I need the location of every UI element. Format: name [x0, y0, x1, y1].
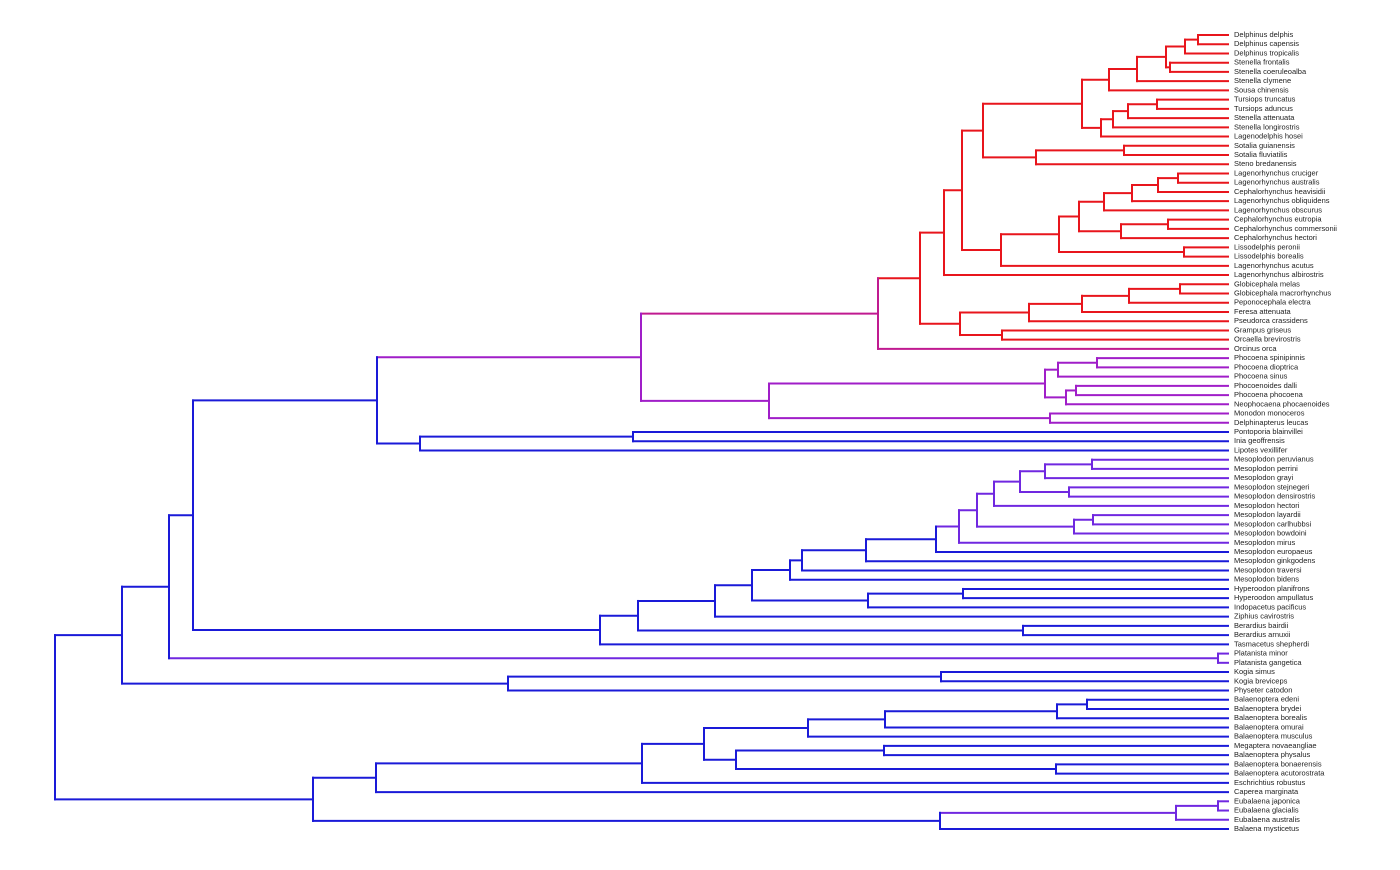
leaf-label: Berardius bairdii: [1234, 621, 1289, 630]
leaf-label: Megaptera novaeangliae: [1234, 741, 1317, 750]
leaf-label: Hyperoodon ampullatus: [1234, 593, 1313, 602]
leaf-label: Pontoporia blainvillei: [1234, 427, 1303, 436]
leaf-label: Eubalaena glacialis: [1234, 806, 1299, 815]
leaf-label: Lipotes vexillifer: [1234, 445, 1288, 454]
leaf-label: Mesoplodon perrini: [1234, 464, 1298, 473]
leaf-label: Eschrichtius robustus: [1234, 778, 1306, 787]
leaf-label: Balaenoptera borealis: [1234, 713, 1307, 722]
leaf-label: Monodon monoceros: [1234, 409, 1305, 418]
leaf-label: Stenella longirostris: [1234, 122, 1300, 131]
leaf-label: Delphinus capensis: [1234, 39, 1299, 48]
leaf-label: Platanista minor: [1234, 649, 1288, 658]
leaf-label: Cephalorhynchus hectori: [1234, 233, 1317, 242]
leaf-label: Lagenodelphis hosei: [1234, 132, 1303, 141]
leaf-label: Lissodelphis borealis: [1234, 252, 1304, 261]
leaf-label: Peponocephala electra: [1234, 298, 1312, 307]
leaf-label: Tursiops truncatus: [1234, 95, 1296, 104]
leaf-label: Kogia breviceps: [1234, 676, 1288, 685]
leaf-label: Feresa attenuata: [1234, 307, 1292, 316]
leaf-label: Phocoena phocoena: [1234, 390, 1304, 399]
leaf-label: Phocoenoides dalli: [1234, 381, 1297, 390]
leaf-label: Eubalaena japonica: [1234, 796, 1301, 805]
leaf-label: Mesoplodon hectori: [1234, 501, 1300, 510]
leaf-label: Mesoplodon mirus: [1234, 538, 1296, 547]
leaf-label: Mesoplodon bidens: [1234, 575, 1299, 584]
leaf-label: Caperea marginata: [1234, 787, 1299, 796]
leaf-label: Kogia simus: [1234, 667, 1275, 676]
leaf-label: Orcinus orca: [1234, 344, 1277, 353]
leaf-label: Tursiops aduncus: [1234, 104, 1293, 113]
leaf-label: Balaenoptera acutorostrata: [1234, 769, 1325, 778]
leaf-label: Cephalorhynchus heavisidii: [1234, 187, 1326, 196]
leaf-label: Neophocaena phocaenoides: [1234, 399, 1330, 408]
leaf-label: Mesoplodon traversi: [1234, 565, 1302, 574]
leaf-label: Ziphius cavirostris: [1234, 612, 1294, 621]
leaf-label: Balaena mysticetus: [1234, 824, 1299, 833]
leaf-label: Tasmacetus shepherdi: [1234, 639, 1309, 648]
leaf-label: Platanista gangetica: [1234, 658, 1302, 667]
leaf-label: Berardius arnuxii: [1234, 630, 1291, 639]
leaf-label: Lissodelphis peronii: [1234, 242, 1300, 251]
leaf-label: Mesoplodon grayi: [1234, 473, 1294, 482]
leaf-label: Physeter catodon: [1234, 685, 1292, 694]
leaf-label: Balaenoptera omurai: [1234, 722, 1304, 731]
leaf-label: Delphinus delphis: [1234, 30, 1293, 39]
leaf-label: Mesoplodon carlhubbsi: [1234, 519, 1311, 528]
leaf-label: Balaenoptera physalus: [1234, 750, 1311, 759]
leaf-label: Cephalorhynchus commersonii: [1234, 224, 1337, 233]
leaf-label: Mesoplodon layardii: [1234, 510, 1301, 519]
leaf-label: Lagenorhynchus cruciger: [1234, 168, 1319, 177]
leaf-label: Mesoplodon stejnegeri: [1234, 482, 1310, 491]
leaf-label: Balaenoptera edeni: [1234, 695, 1299, 704]
leaf-label: Indopacetus pacificus: [1234, 602, 1306, 611]
leaf-label: Lagenorhynchus obscurus: [1234, 205, 1322, 214]
leaf-label: Balaenoptera brydei: [1234, 704, 1301, 713]
leaf-label: Lagenorhynchus acutus: [1234, 261, 1314, 270]
leaf-label: Phocoena dioptrica: [1234, 362, 1299, 371]
leaf-label: Balaenoptera bonaerensis: [1234, 759, 1322, 768]
leaf-label: Globicephala melas: [1234, 279, 1300, 288]
leaf-label: Stenella frontalis: [1234, 58, 1290, 67]
leaf-label: Sousa chinensis: [1234, 85, 1289, 94]
leaf-label: Balaenoptera musculus: [1234, 732, 1313, 741]
leaf-label: Hyperoodon planifrons: [1234, 584, 1310, 593]
leaf-label: Stenella attenuata: [1234, 113, 1295, 122]
leaf-label: Cephalorhynchus eutropia: [1234, 215, 1322, 224]
leaf-label: Pseudorca crassidens: [1234, 316, 1308, 325]
leaf-label: Phocoena sinus: [1234, 372, 1288, 381]
leaf-label: Mesoplodon europaeus: [1234, 547, 1313, 556]
leaf-label: Globicephala macrorhynchus: [1234, 288, 1331, 297]
leaf-label: Sotalia fluviatilis: [1234, 150, 1288, 159]
leaf-label: Eubalaena australis: [1234, 815, 1300, 824]
leaf-label: Phocoena spinipinnis: [1234, 353, 1305, 362]
leaf-label: Lagenorhynchus albirostris: [1234, 270, 1324, 279]
leaf-label: Lagenorhynchus australis: [1234, 178, 1320, 187]
leaf-label: Stenella coeruleoalba: [1234, 67, 1307, 76]
leaf-label: Steno bredanensis: [1234, 159, 1297, 168]
leaf-label: Mesoplodon peruvianus: [1234, 455, 1314, 464]
leaf-label: Grampus griseus: [1234, 325, 1291, 334]
leaf-label: Mesoplodon ginkgodens: [1234, 556, 1316, 565]
leaf-label: Delphinapterus leucas: [1234, 418, 1308, 427]
leaf-label: Delphinus tropicalis: [1234, 48, 1299, 57]
leaf-label: Sotalia guianensis: [1234, 141, 1295, 150]
leaf-label: Inia geoffrensis: [1234, 436, 1285, 445]
leaf-label: Mesoplodon bowdoini: [1234, 529, 1307, 538]
leaf-label: Orcaella brevirostris: [1234, 335, 1301, 344]
leaf-label: Stenella clymene: [1234, 76, 1291, 85]
leaf-label: Mesoplodon densirostris: [1234, 492, 1316, 501]
leaf-label: Lagenorhynchus obliquidens: [1234, 196, 1330, 205]
